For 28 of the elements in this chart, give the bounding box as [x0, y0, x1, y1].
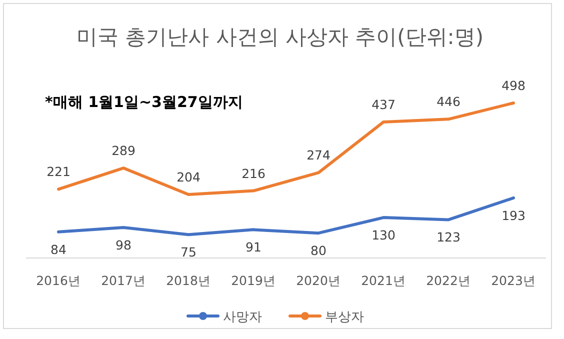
data-label: 221 [46, 164, 70, 180]
legend-label: 사망자 [223, 310, 262, 325]
x-tick-label: 2022년 [426, 273, 471, 288]
data-label: 98 [116, 238, 132, 252]
data-label: 216 [242, 166, 266, 181]
data-label: 75 [180, 244, 196, 260]
data-label: 446 [436, 94, 460, 110]
data-label: 274 [306, 148, 330, 163]
data-label: 498 [502, 78, 526, 93]
data-label: 123 [436, 230, 460, 245]
data-label: 289 [112, 143, 136, 158]
chart-title: 미국 총기난사 사건의 사상자 추이(단위:명) [76, 25, 484, 49]
data-label: 193 [502, 208, 526, 223]
data-label: 130 [372, 228, 396, 243]
x-tick-label: 2020년 [296, 273, 341, 288]
x-tick-label: 2016년 [36, 273, 81, 288]
x-tick-label: 2021년 [361, 273, 406, 288]
data-label: 204 [176, 170, 200, 185]
data-label: 80 [310, 243, 326, 258]
data-label: 91 [246, 240, 262, 255]
annotation: *매해 1월1일~3월27일까지 [45, 93, 243, 111]
legend-label: 부상자 [325, 310, 364, 325]
x-tick-label: 2017년 [101, 273, 146, 288]
x-tick-label: 2023년 [491, 273, 536, 288]
x-tick-label: 2018년 [166, 273, 211, 288]
x-tick-label: 2019년 [231, 273, 276, 288]
data-label: 84 [50, 242, 66, 257]
data-label: 437 [372, 96, 396, 112]
